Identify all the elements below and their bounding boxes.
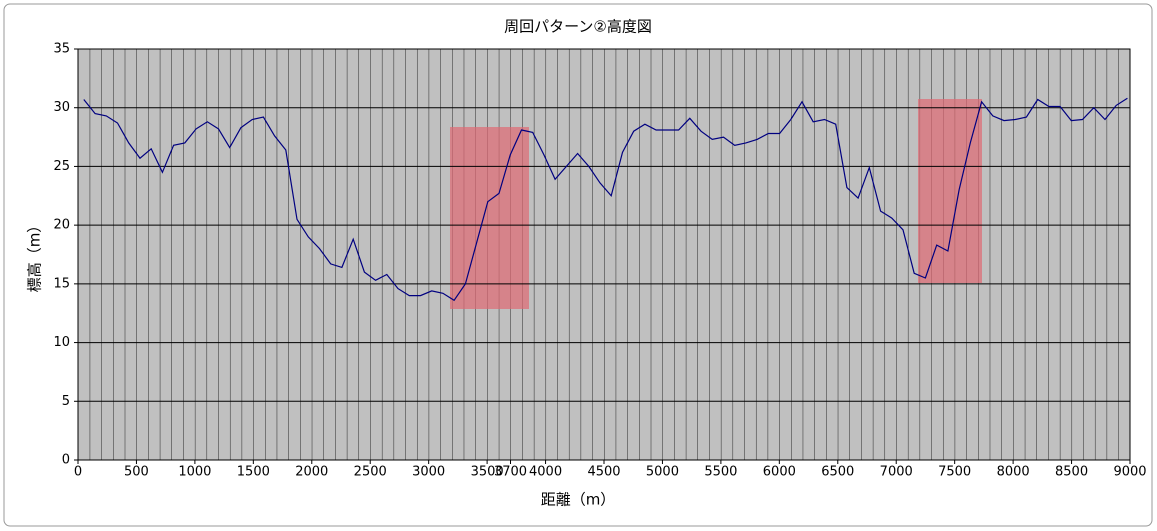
x-tick-label: 1000 — [178, 465, 211, 480]
x-tick-label: 2500 — [354, 465, 387, 480]
x-tick-label: 3000 — [412, 465, 445, 480]
y-tick-label: 35 — [53, 42, 70, 57]
y-tick-label: 0 — [62, 453, 70, 468]
highlight — [918, 99, 982, 283]
x-tick-label: 8000 — [997, 465, 1030, 480]
x-tick-label: 1500 — [237, 465, 270, 480]
y-tick-label: 10 — [53, 335, 70, 350]
x-tick-label: 6000 — [763, 465, 796, 480]
x-tick-label: 3700 — [494, 465, 527, 480]
x-tick-label: 7000 — [880, 465, 913, 480]
line — [83, 97, 1128, 302]
chart-title: 周回パターン②高度図 — [504, 18, 652, 36]
y-tick-label: 5 — [62, 394, 70, 409]
x-tick-label: 6500 — [821, 465, 854, 480]
x-axis-label: 距離（m） — [541, 491, 616, 509]
y-axis-label: 標高（m） — [26, 218, 44, 293]
y-tick-label: 25 — [53, 159, 70, 174]
highlight — [450, 127, 529, 309]
x-tick-label: 9000 — [1113, 465, 1146, 480]
x-tick-label: 2000 — [295, 465, 328, 480]
y-tick-label: 15 — [53, 276, 70, 291]
y-tick-label: 30 — [53, 100, 70, 115]
x-tick-label: 4500 — [587, 465, 620, 480]
x-tick-label: 5500 — [704, 465, 737, 480]
x-tick-label: 8500 — [1055, 465, 1088, 480]
y-tick-label: 20 — [53, 218, 70, 233]
x-tick-label: 7500 — [938, 465, 971, 480]
x-tick-label: 3500 — [471, 465, 504, 480]
plot-frame — [77, 48, 1131, 461]
x-tick-label: 500 — [124, 465, 149, 480]
x-tick-label: 4000 — [529, 465, 562, 480]
x-tick-label: 5000 — [646, 465, 679, 480]
x-tick-label: 0 — [74, 465, 82, 480]
